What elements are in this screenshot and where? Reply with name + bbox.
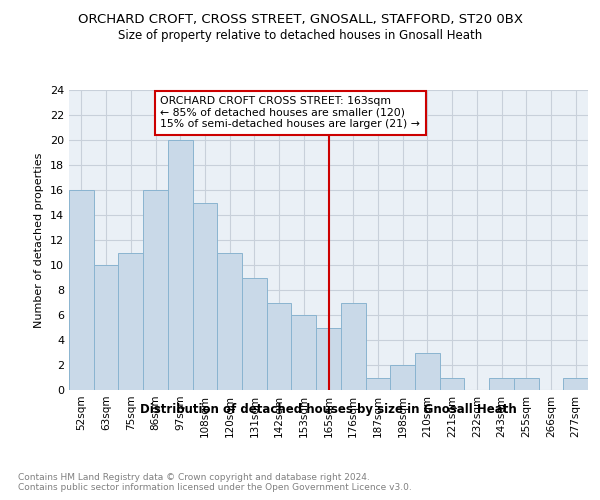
Text: Contains HM Land Registry data © Crown copyright and database right 2024.
Contai: Contains HM Land Registry data © Crown c…	[18, 472, 412, 492]
Bar	[365, 378, 390, 390]
Bar	[341, 302, 365, 390]
Text: Size of property relative to detached houses in Gnosall Heath: Size of property relative to detached ho…	[118, 29, 482, 42]
Bar	[316, 328, 341, 390]
Bar	[118, 252, 143, 390]
Bar	[390, 365, 415, 390]
Bar	[563, 378, 588, 390]
Text: ORCHARD CROFT, CROSS STREET, GNOSALL, STAFFORD, ST20 0BX: ORCHARD CROFT, CROSS STREET, GNOSALL, ST…	[77, 12, 523, 26]
Text: ORCHARD CROFT CROSS STREET: 163sqm
← 85% of detached houses are smaller (120)
15: ORCHARD CROFT CROSS STREET: 163sqm ← 85%…	[160, 96, 421, 130]
Bar	[514, 378, 539, 390]
Y-axis label: Number of detached properties: Number of detached properties	[34, 152, 44, 328]
Bar	[267, 302, 292, 390]
Bar	[242, 278, 267, 390]
Bar	[440, 378, 464, 390]
Bar	[217, 252, 242, 390]
Bar	[489, 378, 514, 390]
Bar	[292, 315, 316, 390]
Bar	[415, 352, 440, 390]
Text: Distribution of detached houses by size in Gnosall Heath: Distribution of detached houses by size …	[140, 402, 517, 415]
Bar	[143, 190, 168, 390]
Bar	[69, 190, 94, 390]
Bar	[168, 140, 193, 390]
Bar	[193, 202, 217, 390]
Bar	[94, 265, 118, 390]
